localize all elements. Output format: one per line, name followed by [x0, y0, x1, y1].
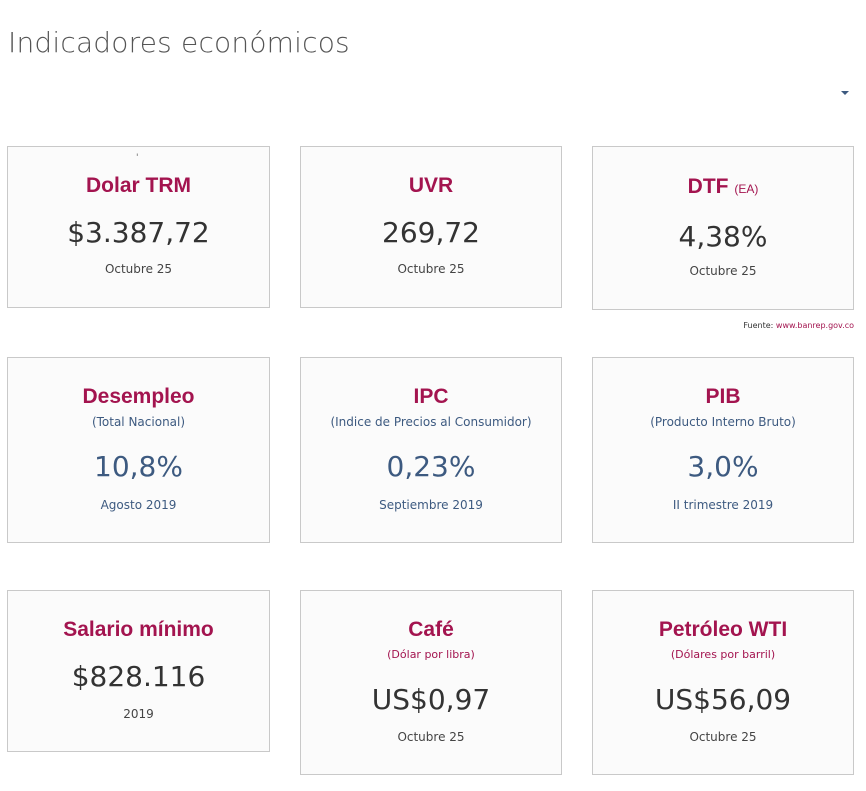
card-subtitle: (Total Nacional): [91, 415, 186, 429]
card-salario-minimo: Salario mínimo $828.116 2019: [7, 590, 270, 752]
card-date: 2019: [123, 707, 154, 721]
card-subtitle: (Dólares por barril): [670, 648, 776, 661]
card-date: Octubre 25: [689, 730, 757, 744]
card-cafe: Café (Dólar por libra) US$0,97 Octubre 2…: [300, 590, 562, 775]
card-title: PIB: [705, 385, 741, 408]
source-link[interactable]: www.banrep.gov.co: [775, 321, 854, 330]
card-value: 4,38%: [678, 220, 768, 253]
card-desempleo: Desempleo (Total Nacional) 10,8% Agosto …: [7, 357, 270, 543]
card-title-suffix: (EA): [734, 182, 759, 196]
card-uvr: UVR 269,72 Octubre 25: [300, 146, 562, 308]
caret-down-icon[interactable]: [838, 86, 852, 100]
card-title: DTF (EA): [593, 175, 853, 199]
card-title: Petróleo WTI: [658, 618, 788, 641]
card-title: Salario mínimo: [63, 618, 214, 641]
card-date: Octubre 25: [104, 262, 173, 276]
card-date: II trimestre 2019: [672, 498, 774, 512]
card-date: Octubre 25: [689, 264, 757, 278]
page-title: Indicadores económicos: [8, 26, 350, 59]
card-value: 3,0%: [687, 450, 759, 483]
card-title: Dolar TRM: [86, 174, 191, 197]
card-title: Café: [408, 618, 454, 641]
card-title: Desempleo: [82, 385, 195, 408]
card-subtitle: (Indice de Precios al Consumidor): [330, 415, 532, 429]
card-title: IPC: [413, 385, 449, 408]
card-subtitle: (Dólar por libra): [387, 648, 475, 661]
source-note: Fuente: www.banrep.gov.co: [743, 321, 854, 330]
card-value: 0,23%: [386, 450, 476, 483]
card-date: Octubre 25: [397, 262, 465, 276]
card-petroleo-wti: Petróleo WTI (Dólares por barril) US$56,…: [592, 590, 854, 775]
card-value: 10,8%: [94, 450, 183, 483]
card-value: $828.116: [71, 660, 206, 693]
card-ipc: IPC (Indice de Precios al Consumidor) 0,…: [300, 357, 562, 543]
card-dtf: DTF (EA) 4,38% Octubre 25: [592, 146, 854, 310]
source-label: Fuente:: [743, 321, 774, 330]
card-title-text: DTF: [687, 175, 729, 198]
card-subtitle: (Producto Interno Bruto): [650, 415, 796, 429]
card-value: US$56,09: [654, 683, 792, 716]
card-value: $3.387,72: [67, 216, 210, 249]
card-title: UVR: [408, 174, 454, 197]
card-date: Agosto 2019: [100, 498, 177, 512]
card-value: US$0,97: [371, 683, 491, 716]
card-value: 269,72: [382, 216, 480, 249]
card-date: Septiembre 2019: [379, 498, 483, 512]
tick-mark: ': [136, 153, 139, 163]
card-pib: PIB (Producto Interno Bruto) 3,0% II tri…: [592, 357, 854, 543]
card-dolar-trm: ' Dolar TRM $3.387,72 Octubre 25: [7, 146, 270, 308]
card-date: Octubre 25: [397, 730, 465, 744]
